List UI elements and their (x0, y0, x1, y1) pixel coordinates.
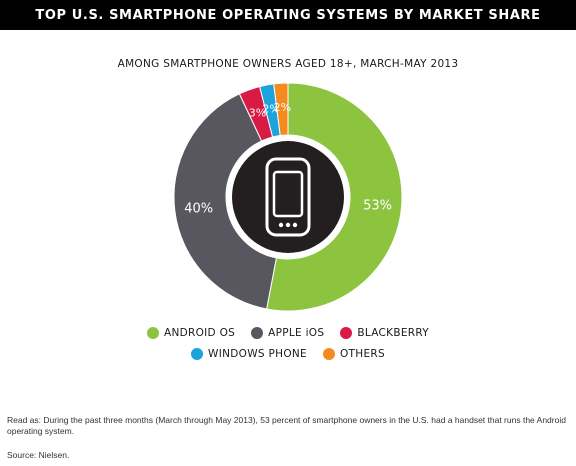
legend-label-others: OTHERS (339, 348, 385, 360)
data-label-others: 2% (274, 101, 291, 114)
legend-swatch-windows (191, 348, 204, 360)
data-label-windows-phone: 2% (262, 103, 279, 116)
legend-swatch-others (322, 348, 335, 360)
legend-label-blackberry: BLACKBERRY (357, 327, 430, 339)
legend-label-windows: WINDOWS PHONE (208, 348, 307, 360)
legend-swatch-ios (251, 327, 264, 339)
donut-chart: 53%40%3%2%2% (173, 82, 403, 312)
smartphone-icon (265, 157, 311, 237)
legend-item-others: OTHERS (322, 348, 385, 360)
center-disc (232, 141, 344, 253)
legend-item-blackberry: BLACKBERRY (340, 327, 429, 339)
legend-label-ios: APPLE iOS (268, 327, 325, 339)
data-label-apple-ios: 40% (184, 201, 213, 216)
legend-swatch-blackberry (340, 327, 353, 339)
legend-label-android: ANDROID OS (163, 327, 236, 339)
legend-row-2: WINDOWS PHONE OTHERS (0, 348, 576, 360)
data-label-blackberry: 3% (249, 106, 266, 119)
legend-row-1: ANDROID OS APPLE iOS BLACKBERRY (0, 327, 576, 339)
chart-subtitle: AMONG SMARTPHONE OWNERS AGED 18+, MARCH-… (117, 58, 459, 70)
source-note: Source: Nielsen. (7, 450, 70, 460)
data-label-android-os: 53% (363, 198, 392, 213)
read-as-note: Read as: During the past three months (M… (7, 415, 566, 436)
legend-item-ios: APPLE iOS (251, 327, 324, 339)
legend-swatch-android (146, 327, 159, 339)
legend-item-windows: WINDOWS PHONE (191, 348, 307, 360)
legend-item-android: ANDROID OS (146, 327, 236, 339)
chart-title: TOP U.S. SMARTPHONE OPERATING SYSTEMS BY… (0, 0, 576, 30)
